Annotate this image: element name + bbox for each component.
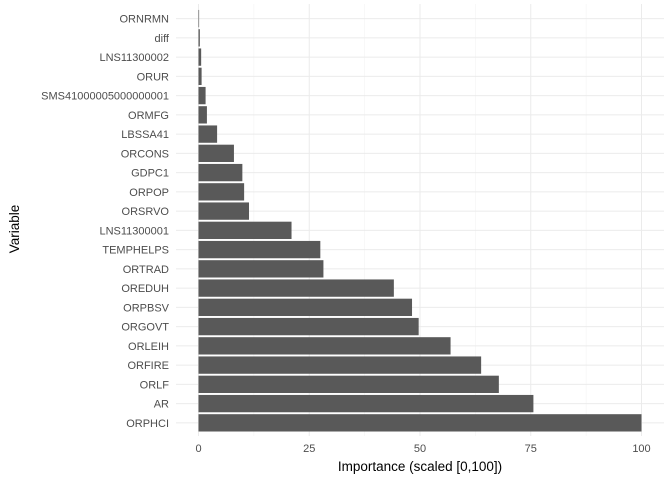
y-tick-label: ORGOVT: [121, 322, 169, 334]
bar-lbssa41: [198, 125, 218, 143]
y-tick-label: ORLF: [140, 379, 170, 391]
x-tick-label: 0: [195, 443, 201, 455]
bar-lns11300001: [198, 221, 292, 240]
y-tick-label: ORPBSV: [123, 302, 170, 314]
x-axis-title: Importance (scaled [0,100]): [338, 459, 502, 474]
y-tick-label: ORPOP: [129, 187, 169, 199]
x-tick-label: 50: [414, 443, 426, 455]
bar-orleih: [198, 337, 451, 355]
x-tick-labels: 0 25 50 75 100: [195, 443, 650, 455]
y-tick-label: TEMPHELPS: [102, 245, 169, 257]
y-tick-label: ORLEIH: [128, 341, 169, 353]
bar-orpop: [198, 183, 245, 201]
bar-orlf: [198, 375, 499, 394]
y-tick-label: ORSRVO: [122, 206, 170, 218]
bar-ar: [198, 394, 534, 413]
x-tick-label: 25: [303, 443, 315, 455]
bar-orpbsv: [198, 298, 413, 317]
x-tick-label: 100: [632, 443, 650, 455]
bar-oreduh: [198, 279, 394, 297]
bar-orcons: [198, 144, 234, 163]
y-tick-label: AR: [154, 399, 169, 411]
y-tick-label: ORFIRE: [127, 360, 169, 372]
bar-orgovt: [198, 317, 419, 336]
y-tick-label: LNS11300002: [99, 52, 169, 64]
y-tick-labels: ORNRMN diff LNS11300002 ORUR SMS410000050000…: [41, 14, 170, 430]
bar-sms41000005000000001: [198, 86, 206, 105]
bar-ormfg: [198, 106, 207, 124]
x-tick-label: 75: [525, 443, 537, 455]
y-tick-label: SMS41000005000000001: [41, 91, 169, 103]
bar-orsrvo: [198, 202, 250, 220]
y-tick-label: diff: [155, 33, 170, 45]
y-tick-label: ORTRAD: [123, 264, 169, 276]
y-axis-title: Variable: [7, 205, 22, 254]
bar-orfire: [198, 356, 482, 374]
bar-lns11300002: [198, 48, 202, 66]
bar-gdpc1: [198, 163, 243, 182]
y-tick-label: GDPC1: [131, 168, 169, 180]
y-tick-label: ORPHCI: [126, 418, 169, 430]
y-tick-label: ORNRMN: [120, 14, 170, 26]
y-tick-label: OREDUH: [121, 283, 169, 295]
bar-ortrad: [198, 260, 324, 278]
gridlines: [176, 4, 664, 436]
bar-orphci: [198, 414, 642, 432]
y-tick-label: LBSSA41: [121, 129, 169, 141]
y-tick-label: LNS11300001: [99, 225, 169, 237]
bars: [198, 9, 642, 432]
bar-ornrmn: [198, 9, 200, 28]
bar-diff: [198, 29, 200, 47]
y-tick-label: ORMFG: [128, 110, 169, 122]
bar-temphelps: [198, 240, 321, 259]
y-tick-label: ORCONS: [121, 148, 169, 160]
y-tick-label: ORUR: [137, 71, 169, 83]
bar-orur: [198, 67, 202, 86]
